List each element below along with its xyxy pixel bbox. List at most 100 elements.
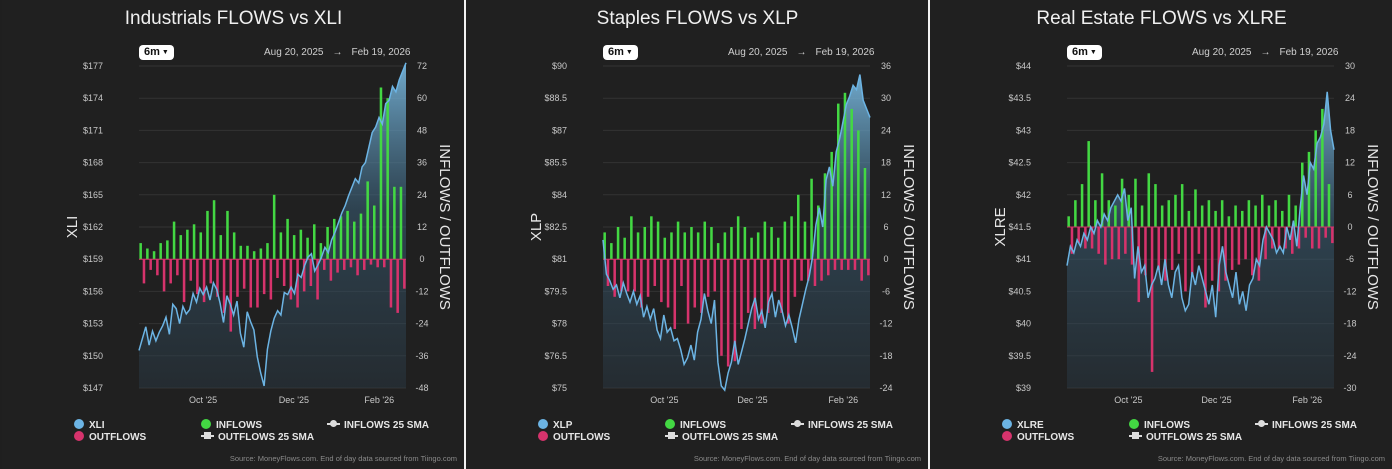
- date-to: Feb 19, 2026: [351, 47, 411, 58]
- inflow-bar: [743, 227, 747, 260]
- outflow-bar: [720, 259, 723, 356]
- legend-outflows[interactable]: OUTFLOWS: [538, 431, 610, 443]
- outflow-bar: [1150, 227, 1154, 372]
- x-tick-label: Dec '25: [737, 395, 767, 405]
- outflow-bar: [249, 259, 253, 308]
- legend-inflows-swatch: [1129, 419, 1139, 429]
- y-tick-label: $43: [1016, 125, 1031, 135]
- legend-outflows-label: OUTFLOWS: [553, 432, 611, 443]
- range-label: 6m: [144, 46, 160, 58]
- y2-tick-label: 12: [417, 222, 427, 232]
- chart-panel-real-estate: Real Estate FLOWS vs XLRE 6m ▼ Aug 20, 20…: [930, 0, 1392, 469]
- outflow-bar: [1257, 227, 1261, 281]
- inflow-bar: [1314, 130, 1317, 227]
- inflow-bar: [763, 221, 767, 260]
- y-tick-label: $43.5: [1008, 93, 1031, 103]
- inflow-bar: [172, 221, 176, 260]
- legend-price[interactable]: XLI: [74, 419, 105, 431]
- legend-outflows-sma[interactable]: OUTFLOWS 25 SMA: [1129, 431, 1242, 443]
- inflow-bar: [179, 235, 183, 260]
- inflow-bar: [1220, 200, 1224, 227]
- outflow-bar: [686, 259, 690, 324]
- legend-inflows-sma[interactable]: INFLOWS 25 SMA: [791, 419, 893, 431]
- inflow-bar: [279, 232, 283, 260]
- legend-inflows[interactable]: INFLOWS: [1129, 419, 1190, 431]
- inflow-bar: [266, 243, 269, 260]
- y2-tick-label: 18: [1345, 125, 1355, 135]
- date-range: Aug 20, 2025 → Feb 19, 2026: [1192, 47, 1338, 58]
- y2-tick-label: 12: [1345, 158, 1355, 168]
- legend-inflows-sma-swatch: [327, 419, 340, 429]
- inflow-bar: [1087, 141, 1090, 227]
- legend-outflows-sma[interactable]: OUTFLOWS 25 SMA: [665, 431, 778, 443]
- range-selector-button[interactable]: 6m ▼: [139, 45, 174, 60]
- date-from: Aug 20, 2025: [1192, 47, 1252, 58]
- range-selector-button[interactable]: 6m ▼: [603, 45, 638, 60]
- y2-axis-title: INFLOWS / OUTFLOWS: [436, 144, 453, 310]
- inflow-bar: [186, 229, 189, 260]
- y2-tick-label: 6: [1347, 190, 1352, 200]
- y-tick-label: $87: [552, 125, 567, 135]
- y-tick-label: $85.5: [544, 158, 567, 168]
- inflow-bar: [146, 248, 149, 260]
- inflow-bar: [1134, 178, 1137, 227]
- inflow-bar: [710, 227, 713, 260]
- inflow-bar: [643, 227, 647, 260]
- legend-outflows-sma-swatch: [201, 431, 214, 441]
- y2-tick-label: -12: [415, 286, 428, 296]
- chart-plot: $39 $39.5 $40 $40.5 $41 $41.5 $42 $42.5 $43 $43.5…: [992, 61, 1381, 405]
- inflow-bar: [1287, 194, 1291, 227]
- outflow-bar: [1210, 227, 1214, 281]
- legend-inflows[interactable]: INFLOWS: [665, 419, 726, 431]
- outflow-bar: [1304, 227, 1307, 238]
- legend-price[interactable]: XLP: [538, 419, 572, 431]
- legend-price[interactable]: XLRE: [1002, 419, 1044, 431]
- x-tick-label: Oct '25: [650, 395, 678, 405]
- outflow-bar: [1117, 227, 1121, 260]
- legend-outflows[interactable]: OUTFLOWS: [1002, 431, 1074, 443]
- legend-inflows-swatch: [665, 419, 675, 429]
- inflow-bar: [1180, 184, 1184, 227]
- range-selector-button[interactable]: 6m ▼: [1067, 45, 1102, 60]
- chart-panel-industrials: Industrials FLOWS vs XLI 6m ▼ Aug 20, 202…: [2, 0, 465, 469]
- y2-tick-label: -18: [1343, 319, 1356, 329]
- legend-inflows[interactable]: INFLOWS: [201, 419, 262, 431]
- legend-outflows[interactable]: OUTFLOWS: [74, 431, 146, 443]
- outflow-bar: [302, 259, 306, 292]
- outflow-bar: [1157, 227, 1161, 270]
- outflow-bar: [1104, 227, 1107, 265]
- inflow-bar: [1100, 173, 1104, 227]
- legend-inflows-sma[interactable]: INFLOWS 25 SMA: [327, 419, 429, 431]
- outflow-bar: [820, 259, 823, 281]
- outflow-bar: [1070, 227, 1074, 254]
- legend-outflows-sma-label: OUTFLOWS 25 SMA: [218, 432, 315, 443]
- chart-plot: $75 $76.5 $78 $79.5 $81 $82.5 $84 $85.5 $87 $88.5…: [528, 61, 917, 405]
- inflow-bar: [650, 216, 653, 260]
- y2-tick-label: 0: [883, 254, 888, 264]
- inflow-bar: [610, 243, 613, 260]
- date-range: Aug 20, 2025 → Feb 19, 2026: [264, 47, 410, 58]
- outflow-bar: [1331, 227, 1334, 244]
- y2-tick-label: -24: [879, 383, 892, 393]
- y-tick-label: $40: [1016, 319, 1031, 329]
- legend-outflows-sma[interactable]: OUTFLOWS 25 SMA: [201, 431, 314, 443]
- y2-tick-label: 0: [419, 254, 424, 264]
- inflow-bar: [1327, 184, 1331, 227]
- inflow-bar: [770, 227, 773, 260]
- inflow-bar: [1200, 205, 1204, 227]
- y2-tick-label: 30: [1345, 61, 1355, 71]
- legend-inflows-label: INFLOWS: [1144, 420, 1191, 431]
- outflow-bar: [646, 259, 650, 297]
- inflow-bar: [399, 186, 403, 260]
- legend-inflows-sma[interactable]: INFLOWS 25 SMA: [1255, 419, 1357, 431]
- y-tick-label: $40.5: [1008, 286, 1031, 296]
- x-tick-label: Dec '25: [279, 395, 309, 405]
- outflow-bar: [169, 259, 172, 284]
- inflow-bar: [1187, 210, 1191, 227]
- inflow-bar: [366, 181, 369, 260]
- inflow-bar: [623, 237, 626, 260]
- price-line: [138, 62, 407, 387]
- y-tick-label: $168: [83, 158, 103, 168]
- arrow-right-icon: →: [1260, 47, 1271, 58]
- chart-title: Staples FLOWS vs XLP: [596, 8, 799, 29]
